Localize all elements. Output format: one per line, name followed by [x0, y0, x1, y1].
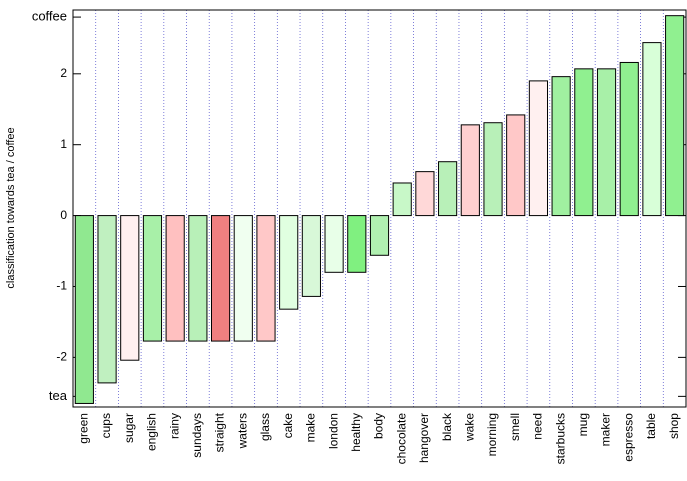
y-tick-label: coffee	[32, 9, 67, 24]
x-tick-label: glass	[258, 413, 272, 441]
bar	[619, 61, 639, 217]
x-tick-label: rainy	[167, 413, 181, 439]
bar	[97, 215, 117, 384]
plot-frame	[72, 9, 687, 408]
bar	[506, 114, 526, 217]
bar	[551, 76, 571, 217]
x-tick-label: espresso	[621, 413, 635, 462]
bar	[324, 215, 344, 273]
y-tick-label: 0	[60, 208, 67, 222]
y-tick-label: tea	[49, 388, 68, 403]
x-tick-label: smell	[508, 413, 522, 441]
y-tick-label: 2	[60, 66, 67, 80]
x-tick-label: shop	[667, 413, 681, 439]
bar	[574, 68, 594, 217]
y-axis-label: classification towards tea / coffee	[5, 127, 17, 288]
y-tick-label: -1	[56, 279, 67, 293]
x-tick-label: green	[77, 413, 91, 444]
x-tick-label: cups	[99, 413, 113, 438]
x-tick-label: wake	[462, 413, 476, 442]
y-tick-label: 1	[60, 137, 67, 151]
x-tick-label: make	[304, 413, 318, 443]
x-tick-label: straight	[213, 412, 227, 452]
bar	[528, 80, 549, 217]
x-tick-label: morning	[485, 413, 499, 456]
x-tick-label: cake	[281, 413, 295, 439]
x-tick-label: need	[531, 413, 545, 440]
x-tick-label: starbucks	[553, 413, 567, 464]
x-tick-label: body	[372, 413, 386, 439]
x-tick-label: healthy	[349, 413, 363, 452]
bar	[438, 161, 458, 217]
bar	[233, 215, 253, 342]
bar	[665, 15, 685, 217]
bar	[392, 182, 412, 217]
x-tick-label: waters	[235, 413, 249, 449]
x-tick-label: black	[440, 412, 454, 441]
y-tick-label: -2	[56, 350, 67, 364]
bar	[210, 215, 231, 342]
x-tick-label: chocolate	[394, 413, 408, 465]
bar	[142, 215, 163, 342]
x-tick-label: sundays	[190, 413, 204, 458]
bar	[642, 42, 662, 217]
bar	[165, 215, 185, 342]
bar	[596, 68, 617, 217]
bar	[460, 124, 480, 217]
bar	[347, 215, 367, 273]
bar	[301, 215, 321, 297]
x-tick-label: london	[326, 413, 340, 449]
bar	[188, 215, 208, 342]
x-tick-label: english	[145, 413, 159, 451]
bar	[256, 215, 276, 342]
bar	[279, 215, 299, 310]
x-tick-label: maker	[599, 413, 613, 446]
bar	[74, 215, 94, 404]
bar	[369, 215, 390, 256]
x-tick-label: hangover	[417, 413, 431, 463]
x-tick-label: mug	[576, 413, 590, 436]
bar	[415, 171, 435, 217]
x-tick-label: sugar	[122, 413, 136, 443]
x-tick-label: table	[644, 413, 658, 439]
bar	[483, 122, 503, 217]
bar	[120, 215, 140, 361]
